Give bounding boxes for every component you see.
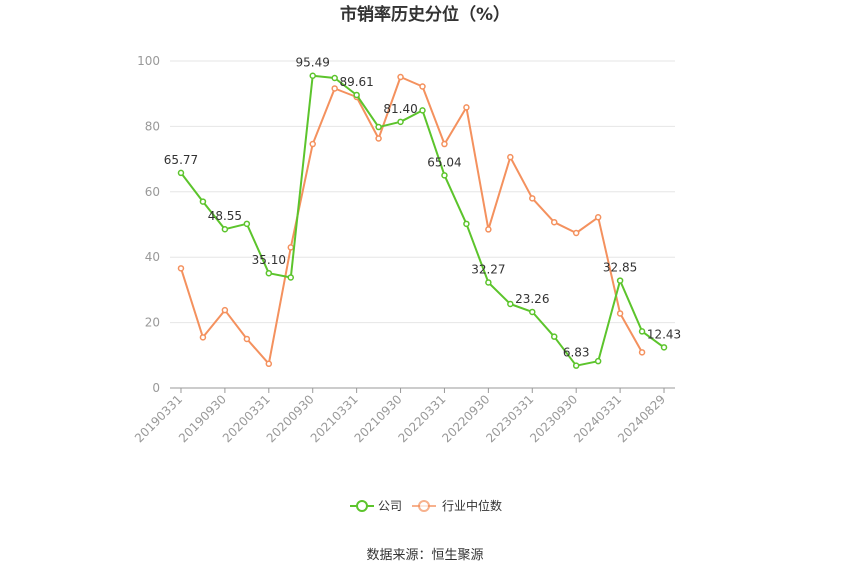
data-label: 12.43 (647, 327, 681, 341)
data-source: 数据来源：恒生聚源 (366, 548, 483, 563)
data-label: 32.27 (471, 262, 505, 276)
data-point (638, 349, 646, 356)
data-point (507, 153, 514, 161)
legend[interactable]: 公司 行业中位数 (350, 498, 502, 513)
data-point (463, 220, 470, 228)
data-point (265, 269, 273, 277)
data-label: 65.04 (427, 155, 461, 169)
data-point (594, 357, 602, 365)
data-point (441, 140, 448, 148)
data-point (463, 104, 470, 111)
data-point (243, 220, 251, 228)
data-point (265, 360, 273, 368)
data-point (221, 225, 229, 233)
data-label: 32.85 (603, 261, 637, 275)
data-point (309, 72, 316, 79)
data-label: 6.83 (563, 346, 590, 360)
data-point (616, 277, 624, 284)
series-industry-median (177, 73, 646, 368)
data-point (638, 328, 646, 335)
legend-swatch-marker (418, 500, 430, 512)
data-point (199, 198, 207, 205)
series-layer: 65.77 48.55 35.10 95.49 89.61 81.40 65.04 32.27… (164, 56, 681, 369)
data-point (287, 274, 295, 281)
data-point (287, 244, 295, 251)
data-point (375, 123, 382, 131)
data-point (507, 300, 514, 308)
x-tick-label: 20240829 (615, 392, 668, 445)
data-point (485, 279, 492, 286)
data-point (199, 334, 207, 341)
chart-title: 市销率历史分位（%） (340, 4, 510, 25)
data-point (177, 169, 185, 177)
data-point (331, 85, 338, 92)
legend-label: 行业中位数 (442, 498, 502, 513)
data-point (397, 118, 404, 126)
data-label: 35.10 (252, 253, 286, 267)
data-label: 65.77 (164, 153, 198, 167)
data-point (550, 218, 558, 226)
data-label: 48.55 (208, 209, 242, 223)
data-point (485, 226, 492, 233)
legend-swatch-marker (356, 500, 368, 512)
series-company: 65.77 48.55 35.10 95.49 89.61 81.40 65.04 32.27… (164, 56, 681, 369)
data-point (397, 73, 404, 81)
data-point (243, 335, 251, 343)
y-tick-label: 20 (145, 316, 160, 330)
y-tick-label: 100 (137, 54, 160, 68)
data-point (375, 135, 382, 142)
data-point (616, 310, 624, 317)
legend-item-industry-median[interactable]: 行业中位数 (412, 498, 502, 513)
data-point (419, 107, 426, 114)
data-point (550, 333, 558, 340)
y-tick-label: 60 (145, 185, 160, 199)
data-point (441, 172, 448, 179)
data-point (529, 308, 536, 316)
data-point (309, 140, 316, 148)
y-tick-label: 0 (152, 381, 160, 395)
data-label: 23.26 (515, 292, 549, 306)
data-point (331, 74, 338, 82)
data-point (660, 344, 668, 351)
data-label: 95.49 (296, 56, 330, 70)
series-line (180, 76, 643, 365)
data-point (419, 83, 426, 90)
data-point (594, 214, 602, 221)
data-point (529, 195, 536, 202)
data-point (572, 229, 580, 237)
grid-lines (170, 60, 675, 324)
data-label: 81.40 (383, 102, 417, 116)
y-tick-label: 80 (145, 119, 160, 133)
y-tick-label: 40 (145, 250, 160, 264)
legend-item-company[interactable]: 公司 (350, 499, 402, 513)
data-point (177, 265, 185, 272)
data-label: 89.61 (339, 75, 373, 89)
data-point (221, 306, 229, 314)
legend-label: 公司 (378, 499, 402, 513)
data-point (572, 362, 580, 369)
data-point (353, 91, 360, 99)
